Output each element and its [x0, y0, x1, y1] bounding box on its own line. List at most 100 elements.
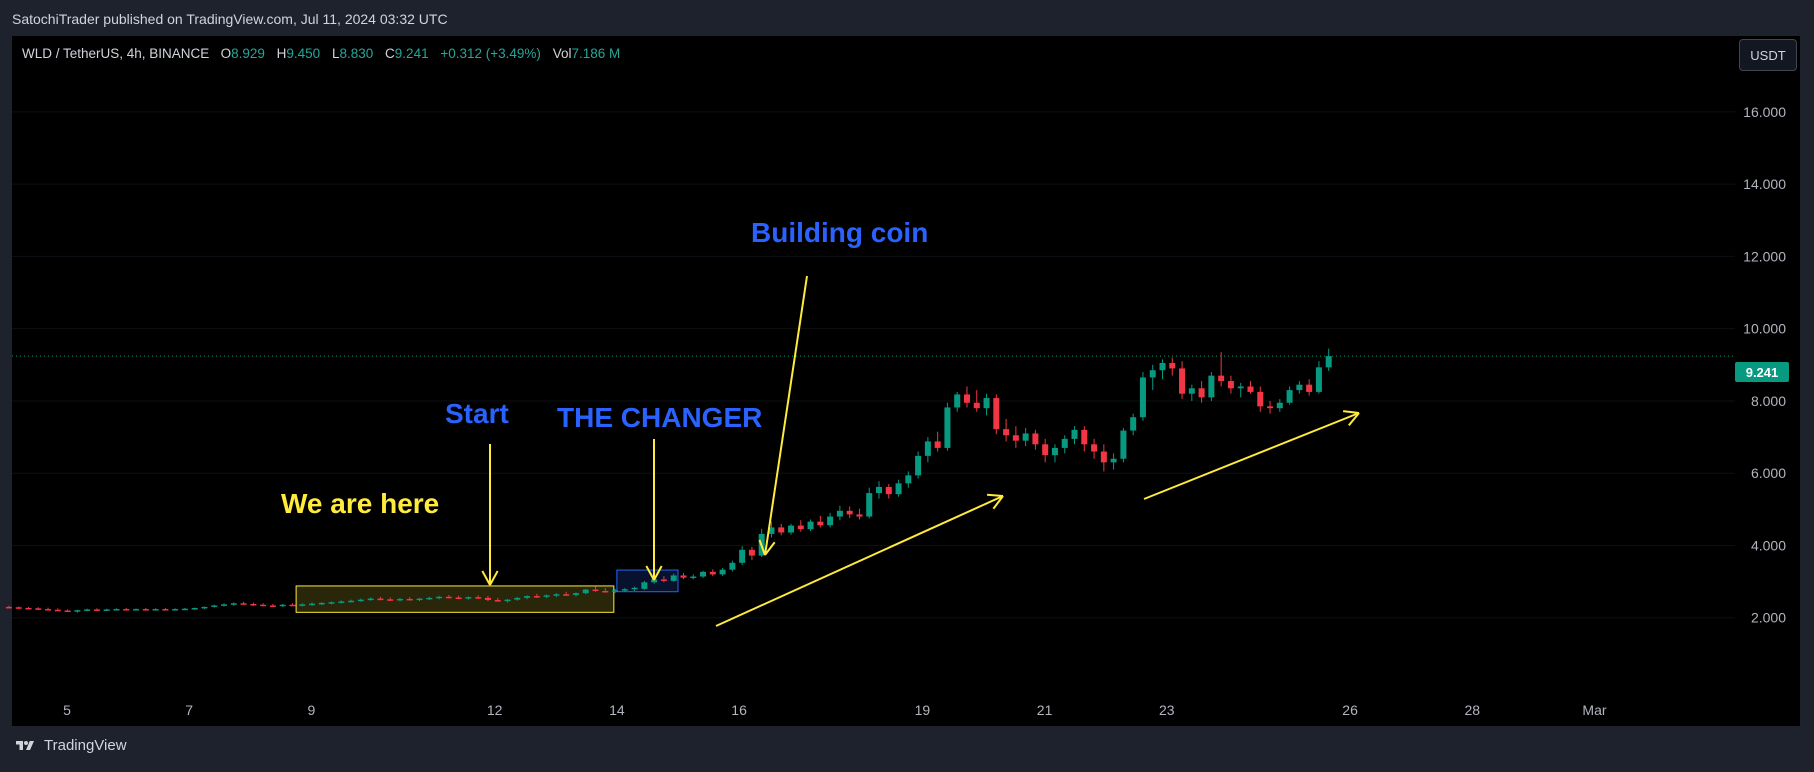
candle-body [827, 516, 834, 526]
candle-body [484, 597, 491, 601]
footer-bar: TradingView [0, 728, 1814, 772]
candle-body [25, 607, 32, 610]
candle [1218, 352, 1225, 387]
candle [905, 471, 912, 488]
candle-body [1130, 417, 1137, 431]
candle-body [612, 590, 619, 592]
annotation-the-changer[interactable]: THE CHANGER [557, 402, 763, 433]
candle-body [836, 510, 843, 517]
volume-value: 7.186 M [571, 46, 621, 61]
candle [739, 546, 746, 565]
candle [514, 597, 521, 601]
candle [1276, 399, 1283, 412]
candle-body [123, 609, 130, 611]
candle-body [299, 604, 306, 606]
candle [1032, 429, 1039, 450]
tradingview-brand-label: TradingView [44, 737, 127, 754]
candle-body [172, 609, 179, 611]
candle-body [367, 598, 374, 601]
candle-body [191, 607, 198, 610]
candle-body [133, 609, 140, 611]
candle [944, 402, 951, 451]
candle-body [318, 602, 325, 605]
candle [612, 588, 619, 594]
candle-body [1227, 381, 1234, 389]
time-tick-label: 9 [307, 702, 315, 718]
candle [1149, 364, 1156, 391]
candle [866, 487, 873, 519]
tradingview-brand[interactable]: TradingView [12, 737, 127, 754]
candle [836, 505, 843, 521]
currency-unit-button[interactable]: USDT [1739, 39, 1797, 71]
candle [1051, 444, 1058, 463]
candle-body [1169, 363, 1176, 369]
time-tick-label: 16 [731, 702, 747, 718]
candle [993, 394, 1000, 435]
candle-body [475, 597, 482, 599]
close-value: 9.241 [394, 46, 429, 61]
arrow-shaft [1143, 412, 1360, 500]
chart-pane[interactable] [12, 36, 1800, 726]
candle [25, 606, 32, 610]
change-value: +0.312 (+3.49%) [440, 46, 541, 61]
candle-body [1071, 429, 1078, 439]
time-axis: 5 7 9 12 14 16 19 21 23 26 28 Mar [63, 702, 1607, 718]
candle [817, 515, 824, 528]
candle-body [211, 605, 218, 607]
candle [934, 431, 941, 452]
candle-body [1100, 451, 1107, 463]
candle-body [377, 598, 384, 601]
candle-body [1257, 391, 1264, 407]
time-tick-label: 28 [1464, 702, 1480, 718]
candle-body [426, 597, 433, 600]
candle-body [15, 607, 22, 609]
annotation-start[interactable]: Start [445, 398, 509, 429]
candle-body [1179, 368, 1186, 394]
time-tick-label: 7 [185, 702, 193, 718]
candle [1198, 381, 1205, 403]
time-tick-label: 19 [915, 702, 931, 718]
candle-body [230, 603, 237, 605]
candle-body [387, 599, 394, 601]
arrow-shaft [764, 275, 808, 556]
candle-body [357, 599, 364, 602]
candle [54, 608, 61, 612]
candle [582, 588, 589, 595]
candle [807, 519, 814, 532]
candle-body [602, 590, 609, 593]
candle-body [396, 598, 403, 601]
candle [240, 601, 247, 605]
candle-body [739, 549, 746, 563]
symbol-legend[interactable]: WLD / TetherUS, 4h, BINANCE O8.929 H9.45… [22, 46, 628, 61]
arrow-head [1342, 410, 1360, 414]
candle-body [445, 596, 452, 599]
candle-body [993, 398, 1000, 430]
candle-body [1051, 447, 1058, 456]
candle [15, 606, 22, 609]
candle [1071, 426, 1078, 445]
candle [660, 576, 667, 583]
candle [553, 593, 560, 598]
price-tick-label: 8.000 [1751, 393, 1786, 409]
candle [338, 600, 345, 604]
candle [103, 608, 110, 611]
volume-label: Vol [552, 46, 572, 61]
price-tick-label: 12.000 [1743, 248, 1786, 264]
low-value: 8.830 [339, 46, 374, 61]
candle-body [1012, 435, 1019, 441]
price-tick-label: 4.000 [1751, 537, 1786, 553]
arrow-head [489, 570, 499, 586]
candle-body [1032, 433, 1039, 445]
candle-body [504, 599, 511, 602]
tradingview-logo-icon [16, 740, 34, 750]
annotation-building-coin[interactable]: Building coin [751, 217, 929, 248]
close-label: C [385, 46, 395, 61]
start-arrow [481, 444, 499, 586]
candle-body [1198, 388, 1205, 398]
candle-body [592, 589, 599, 592]
candle-body [934, 441, 941, 448]
candle-body [621, 589, 628, 591]
symbol-name[interactable]: WLD / TetherUS, 4h, BINANCE [22, 46, 210, 61]
annotation-we-are-here[interactable]: We are here [281, 488, 440, 519]
